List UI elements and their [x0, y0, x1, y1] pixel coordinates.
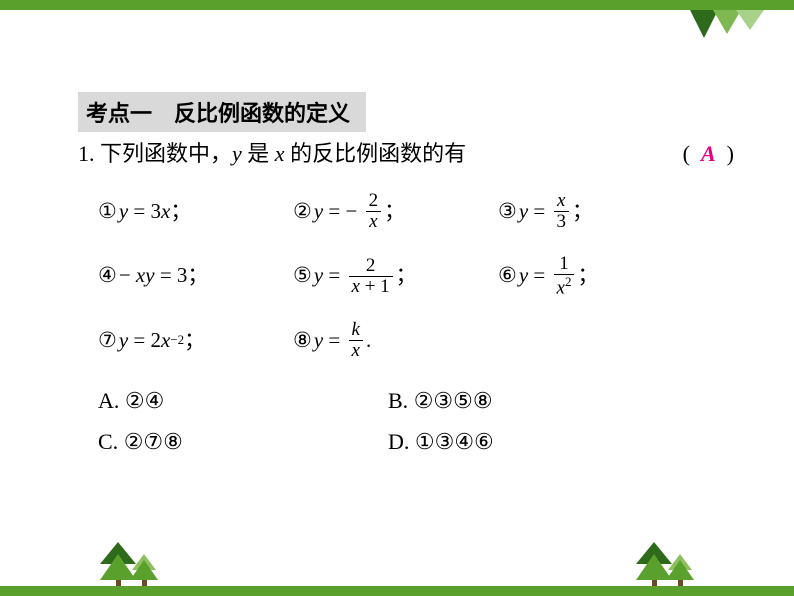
tree-right-icon — [636, 542, 694, 588]
eq-8: ⑧y = kx. — [293, 320, 371, 361]
option-a: A. ②④ — [98, 383, 388, 418]
equation-row-2: ④− xy = 3； ⑤y = 2x + 1； ⑥y = 1x2； — [78, 254, 734, 298]
eq-7: ⑦y = 2x−2； — [98, 320, 293, 361]
top-triangle-decoration — [695, 10, 764, 38]
option-c: C. ②⑦⑧ — [98, 424, 388, 459]
equation-row-1: ①y = 3x； ②y = − 2x； ③y = x3； — [78, 191, 734, 232]
top-green-bar — [0, 0, 794, 10]
eq-4: ④− xy = 3； — [98, 254, 293, 298]
section-header: 考点一 反比例函数的定义 — [78, 92, 366, 132]
bottom-green-bar — [0, 586, 794, 596]
question-line: 1. 下列函数中，y 是 x 的反比例函数的有 ( A ) — [78, 136, 734, 171]
eq-5: ⑤y = 2x + 1； — [293, 254, 498, 298]
answer-letter: A — [701, 141, 716, 166]
eq-3: ③y = x3； — [498, 191, 593, 232]
question-text: 1. 下列函数中，y 是 x 的反比例函数的有 — [78, 136, 466, 171]
equation-row-3: ⑦y = 2x−2； ⑧y = kx. — [78, 320, 734, 361]
eq-1: ①y = 3x； — [98, 191, 293, 232]
answer-options: A. ②④ B. ②③⑤⑧ C. ②⑦⑧ D. ①③④⑥ — [78, 383, 734, 459]
tree-left-icon — [100, 542, 158, 588]
content-area: 1. 下列函数中，y 是 x 的反比例函数的有 ( A ) ①y = 3x； ②… — [78, 136, 734, 460]
eq-6: ⑥y = 1x2； — [498, 254, 598, 298]
eq-2: ②y = − 2x； — [293, 191, 498, 232]
option-b: B. ②③⑤⑧ — [388, 383, 493, 418]
option-d: D. ①③④⑥ — [388, 424, 494, 459]
answer-parentheses: ( A ) — [683, 136, 734, 171]
